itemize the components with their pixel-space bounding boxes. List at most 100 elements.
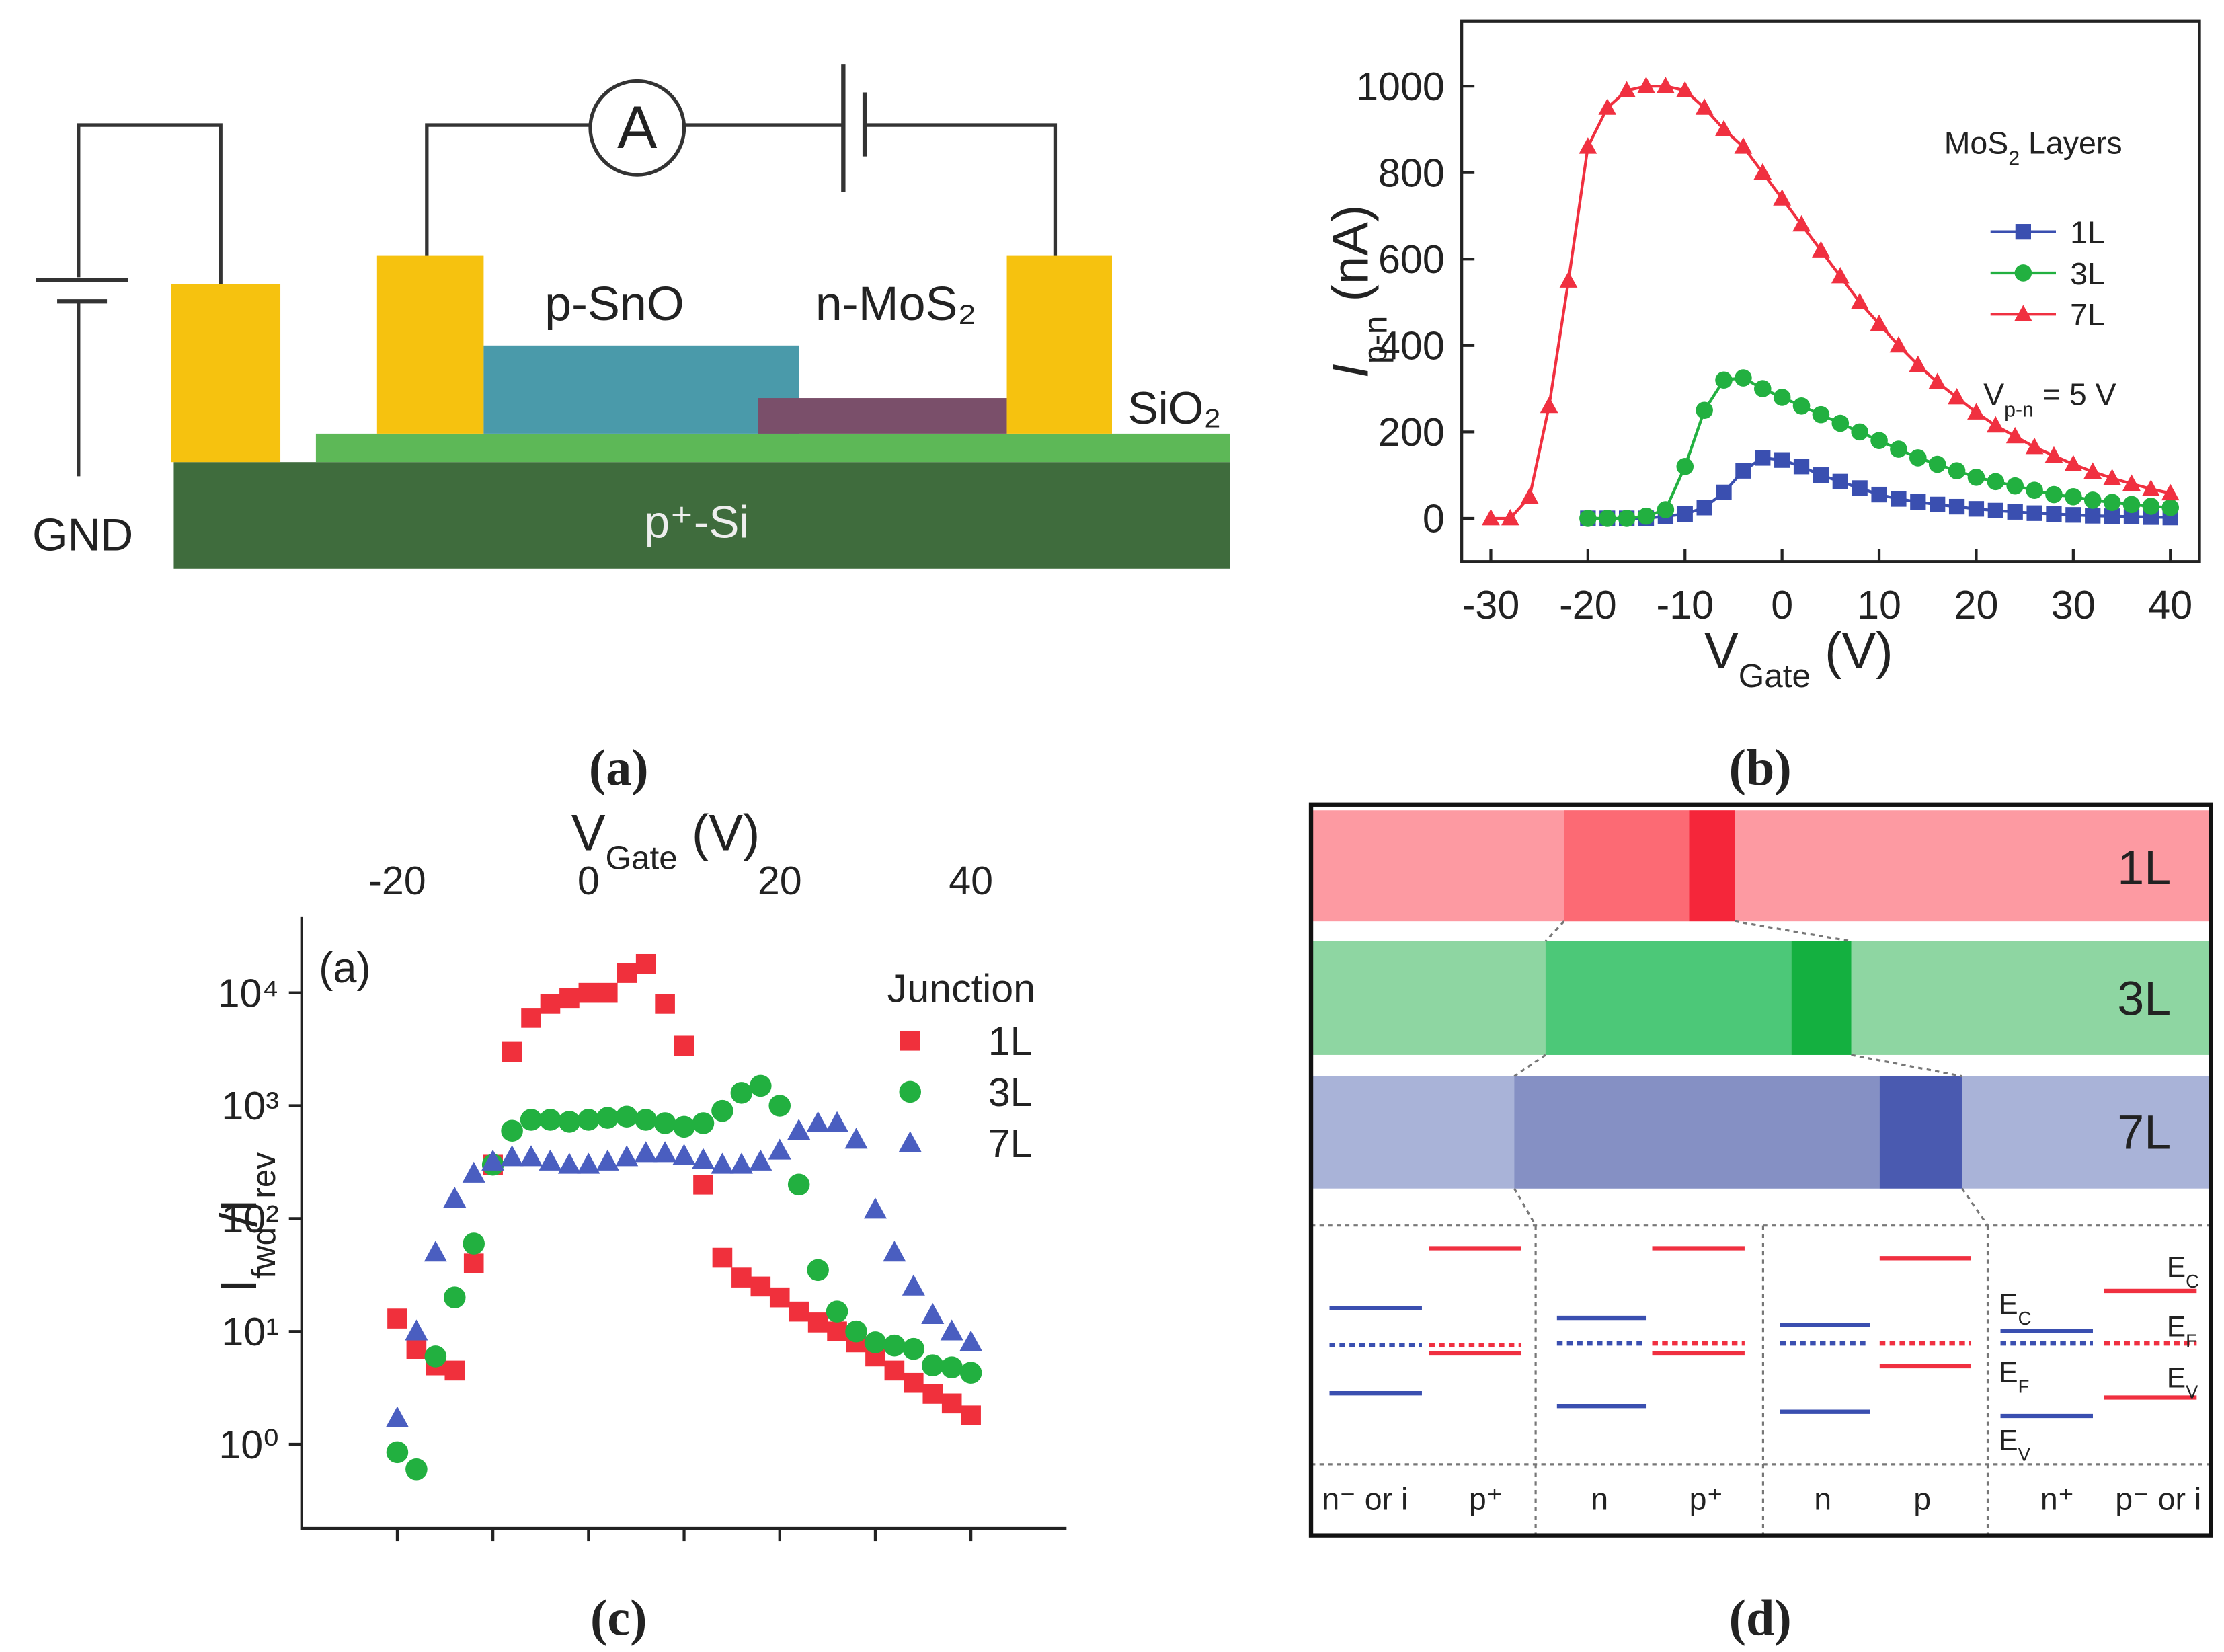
marker (1813, 467, 1829, 483)
marker (462, 1161, 485, 1183)
marker (2065, 487, 2082, 506)
marker (406, 1339, 427, 1359)
marker (750, 1276, 771, 1297)
legend-label: 7L (988, 1121, 1033, 1166)
marker (653, 1141, 677, 1163)
legend-marker (899, 1080, 922, 1103)
marker (941, 1393, 962, 1414)
marker (1716, 484, 1732, 500)
marker (922, 1384, 943, 1404)
energy-label-part: F (2186, 1330, 2197, 1351)
legend-marker (2015, 224, 2031, 240)
annotation: Vp-n = 5 V (1983, 377, 2116, 422)
marker (1735, 463, 1751, 479)
legend-label: 7L (2070, 297, 2105, 332)
caption: (c) (590, 1590, 647, 1647)
marker (672, 1144, 696, 1165)
energy-label: EC (2167, 1251, 2199, 1291)
marker (2026, 505, 2042, 521)
marker (1696, 500, 1712, 516)
marker (559, 988, 580, 1009)
marker (2065, 507, 2081, 523)
legend-label: 1L (2070, 215, 2105, 250)
marker (481, 1149, 505, 1171)
marker (558, 1111, 581, 1133)
x-tick-label: 20 (758, 858, 802, 903)
marker (1910, 494, 1926, 510)
frame (1308, 802, 2213, 1538)
marker (1891, 491, 1907, 507)
panel-label: (a) (319, 945, 371, 992)
marker (424, 1345, 447, 1368)
x-axis-label: VGate (V) (1704, 623, 1893, 695)
marker (1850, 292, 1869, 310)
oxide-layer (315, 433, 1230, 463)
marker (2006, 477, 2024, 495)
caption: (d) (1729, 1590, 1792, 1647)
marker (1930, 496, 1946, 512)
marker (844, 1128, 868, 1149)
marker (1948, 462, 1966, 480)
n-layer (758, 398, 1007, 434)
x-tick-label: -20 (368, 858, 426, 903)
marker (597, 982, 618, 1003)
band (1311, 810, 2211, 922)
marker (443, 1187, 467, 1208)
guide-line (1311, 920, 2211, 1536)
marker (1774, 452, 1790, 468)
y-axis-label-part: /I (210, 1199, 268, 1227)
marker (463, 1253, 484, 1273)
energy-label-part: C (2018, 1307, 2032, 1328)
legend-marker (898, 1131, 922, 1152)
marker (961, 1405, 981, 1425)
energy-label: EF (2167, 1311, 2197, 1351)
x-tick-label: 0 (1771, 582, 1793, 627)
marker (1734, 137, 1753, 154)
marker (653, 1112, 676, 1134)
legend-label: 3L (2070, 256, 2105, 291)
marker (500, 1145, 524, 1167)
energy-label-part: E (2167, 1311, 2186, 1343)
marker (902, 1274, 925, 1296)
marker (385, 1406, 409, 1427)
band (1514, 1076, 1880, 1189)
marker (845, 1320, 867, 1343)
marker (502, 1041, 522, 1062)
wire (77, 123, 1058, 477)
marker (711, 1152, 734, 1174)
marker (789, 1301, 809, 1322)
y-tick-label: 10² (221, 1196, 279, 1241)
marker (405, 1458, 428, 1481)
y-axis-label: Ip-n (nA) (1322, 205, 1394, 379)
marker (692, 1112, 715, 1134)
y-tick-label: 600 (1378, 237, 1445, 282)
legend-title-part: 2 (2008, 147, 2020, 169)
marker (1618, 81, 1636, 98)
marker (1677, 506, 1693, 522)
y-tick-label: 0 (1423, 496, 1445, 541)
marker (921, 1354, 944, 1376)
marker (1928, 455, 1946, 473)
marker (1889, 336, 1908, 353)
marker (444, 1360, 465, 1381)
ammeter (588, 79, 686, 177)
junction-label: n⁻ or i (1322, 1482, 1408, 1517)
marker (1870, 432, 1888, 450)
energy-label: EV (2167, 1362, 2198, 1402)
marker (1579, 137, 1597, 154)
layer-label: 7L (2117, 1105, 2171, 1159)
junction-label: p (1913, 1482, 1931, 1517)
marker (1967, 469, 1985, 486)
p-layer-label: p-SnO (545, 277, 684, 331)
annotation-part: V (1983, 377, 2004, 412)
energy-label-part: C (2186, 1270, 2199, 1291)
caption: (b) (1729, 740, 1792, 796)
x-tick-label: 40 (949, 858, 993, 903)
x-axis-label-part: (V) (1811, 623, 1893, 680)
marker (1735, 369, 1752, 387)
marker (2122, 496, 2141, 514)
legend-title-part: Layers (2020, 125, 2122, 160)
electrode (171, 284, 281, 463)
y-axis-label-part: I (210, 1279, 268, 1293)
